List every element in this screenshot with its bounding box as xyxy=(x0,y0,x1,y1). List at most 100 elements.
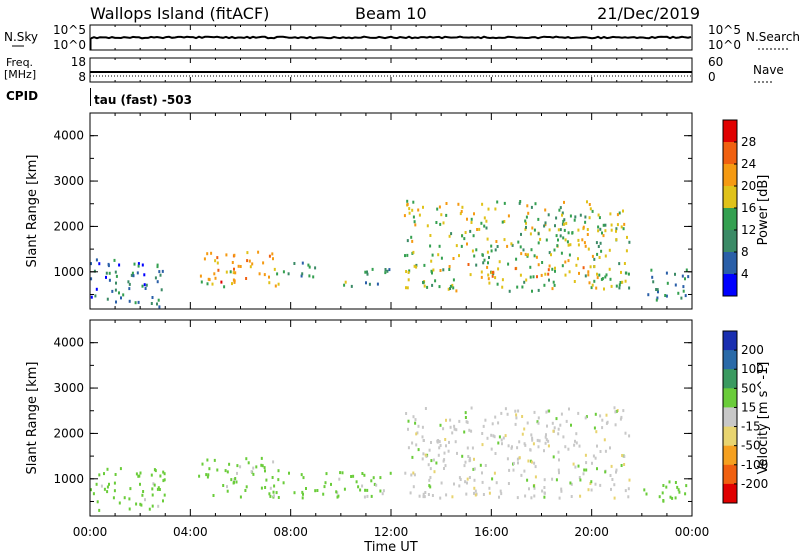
heatmap-cell-470 xyxy=(564,273,567,277)
heatmap-cell-105 xyxy=(236,471,238,475)
heatmap-cell-440 xyxy=(461,205,464,209)
heatmap-cell-158 xyxy=(577,464,580,468)
heatmap-cell-287 xyxy=(605,413,608,417)
heatmap-cell-55 xyxy=(137,264,140,268)
heatmap-cell-280 xyxy=(494,452,497,455)
heatmap-cell-370 xyxy=(496,245,499,248)
heatmap-cell-28 xyxy=(95,287,98,291)
heatmap-cell-318 xyxy=(417,448,420,452)
heatmap-cell-86 xyxy=(262,261,265,265)
heatmap-cell-47 xyxy=(156,265,159,269)
heatmap-cell-389 xyxy=(528,487,530,491)
heatmap-cell-168 xyxy=(430,259,433,263)
heatmap-cell-266 xyxy=(551,287,554,291)
heatmap-cell-126 xyxy=(384,268,387,271)
xtick-label-5: 20:00 xyxy=(574,525,609,539)
heatmap-cell-272 xyxy=(518,201,521,205)
heatmap-cell-200 xyxy=(445,493,448,497)
heatmap-cell-491 xyxy=(684,277,686,281)
colorbar-tick-0: 200 xyxy=(741,343,764,357)
heatmap-cell-236 xyxy=(531,436,534,440)
heatmap-cell-401 xyxy=(585,461,588,465)
heatmap-cell-437 xyxy=(470,429,473,433)
heatmap-cell-19 xyxy=(156,487,159,491)
heatmap-cell-494 xyxy=(658,495,661,499)
heatmap-cell-176 xyxy=(423,495,426,499)
heatmap-cell-69 xyxy=(200,280,203,284)
heatmap-cell-112 xyxy=(372,476,375,480)
heatmap-cell-102 xyxy=(277,478,280,482)
heatmap-cell-49 xyxy=(142,490,145,493)
heatmap-cell-227 xyxy=(525,215,528,219)
heatmap-cell-444 xyxy=(622,409,625,413)
heatmap-cell-287 xyxy=(577,238,580,242)
heatmap-cell-286 xyxy=(558,471,560,475)
heatmap-cell-98 xyxy=(201,462,204,466)
freq-label-line1: Freq. xyxy=(6,56,33,69)
heatmap-cell-337 xyxy=(555,216,558,220)
heatmap-cell-471 xyxy=(568,270,571,274)
heatmap-cell-275 xyxy=(545,410,548,414)
heatmap-cell-244 xyxy=(516,496,519,500)
heatmap-cell-254 xyxy=(496,282,499,286)
heatmap-cell-197 xyxy=(579,213,582,217)
heatmap-cell-342 xyxy=(474,489,477,493)
heatmap-cell-485 xyxy=(684,492,687,496)
heatmap-cell-251 xyxy=(527,211,530,215)
nsky-label: N.Sky xyxy=(4,30,38,44)
heatmap-cell-416 xyxy=(525,225,527,229)
heatmap-cell-227 xyxy=(481,471,483,475)
heatmap-cell-294 xyxy=(622,209,624,213)
heatmap-cell-81 xyxy=(206,458,209,462)
heatmap-cell-61 xyxy=(258,272,261,276)
heatmap-cell-132 xyxy=(366,272,369,276)
heatmap-cell-507 xyxy=(682,289,685,293)
heatmap-cell-428 xyxy=(579,478,582,482)
heatmap-cell-226 xyxy=(567,447,570,451)
heatmap-cell-315 xyxy=(525,278,528,282)
heatmap-cell-383 xyxy=(436,207,439,211)
heatmap-cell-27 xyxy=(139,502,142,506)
heatmap-cell-25 xyxy=(108,278,111,282)
heatmap-cell-180 xyxy=(599,414,602,418)
heatmap-cell-334 xyxy=(464,460,467,464)
heatmap-cell-436 xyxy=(627,272,630,276)
date-title: 21/Dec/2019 xyxy=(597,4,700,23)
heatmap-cell-298 xyxy=(435,461,438,465)
heatmap-cell-63 xyxy=(260,456,263,460)
heatmap-cell-95 xyxy=(214,276,217,280)
heatmap-cell-71 xyxy=(246,251,249,255)
time-axis: 00:00 04:00 08:00 12:00 16:00 20:00 00:00 xyxy=(73,25,709,539)
heatmap-cell-161 xyxy=(525,221,527,225)
xtick-label-3: 12:00 xyxy=(374,525,409,539)
heatmap-cell-432 xyxy=(545,438,548,442)
heatmap-cell-44 xyxy=(162,470,165,474)
heatmap-cell-198 xyxy=(472,234,475,238)
colorbar-swatch-7 xyxy=(723,464,737,485)
heatmap-cell-358 xyxy=(524,252,527,256)
heatmap-cell-62 xyxy=(275,491,278,495)
heatmap-cell-73 xyxy=(217,268,220,272)
heatmap-cell-13 xyxy=(96,500,99,504)
heatmap-cell-154 xyxy=(440,213,443,217)
heatmap-cell-90 xyxy=(234,477,237,480)
heatmap-cell-84 xyxy=(272,257,274,261)
ytick-label-1: 3000 xyxy=(53,174,84,188)
heatmap-cell-282 xyxy=(565,419,568,423)
heatmap-cell-18 xyxy=(128,299,131,303)
heatmap-cell-181 xyxy=(449,425,452,429)
heatmap-cell-192 xyxy=(408,211,411,215)
heatmap-cell-116 xyxy=(301,261,304,265)
heatmap-cell-346 xyxy=(412,215,415,219)
heatmap-cell-469 xyxy=(554,266,556,270)
noise-tick-left-top: 10^5 xyxy=(53,23,86,37)
heatmap-cell-468 xyxy=(624,431,627,435)
heatmap-cell-423 xyxy=(488,491,491,495)
heatmap-cell-43 xyxy=(93,269,96,273)
ytick-label-0: 4000 xyxy=(53,129,84,143)
heatmap-cell-208 xyxy=(435,221,438,224)
heatmap-cell-39 xyxy=(151,487,154,491)
heatmap-cell-309 xyxy=(608,267,611,271)
heatmap-cell-281 xyxy=(604,449,607,453)
heatmap-cell-246 xyxy=(541,489,544,493)
